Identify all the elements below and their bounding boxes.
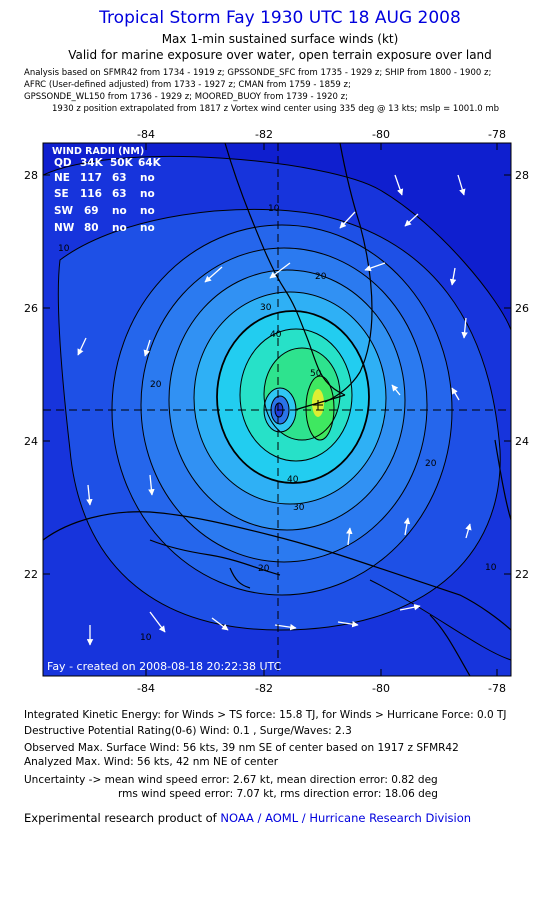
observed-max-wind: Observed Max. Surface Wind: 56 kts, 39 n… (24, 742, 459, 754)
source-line-1: Analysis based on SFMR42 from 1734 - 191… (24, 68, 492, 78)
product-org-link[interactable]: NOAA / AOML / Hurricane Research Divisio… (220, 811, 472, 825)
contour-label: 20 (425, 459, 437, 469)
lat-tick-label: 24 (24, 435, 38, 448)
contour-label: 20 (315, 272, 327, 282)
subtitle-units: Max 1-min sustained surface winds (kt) (161, 32, 399, 46)
contour-label: 50 (310, 369, 322, 379)
analyzed-max-wind: Analyzed Max. Wind: 56 kts, 42 nm NE of … (24, 756, 279, 768)
radii-row-se-64k: no (140, 188, 155, 200)
radii-row-ne-64k: no (140, 172, 155, 184)
contour-label: 10 (485, 563, 497, 573)
radii-row-ne-quadrant: NE (54, 172, 70, 184)
radii-header-34k: 34K (80, 157, 104, 169)
dpr-line: Destructive Potential Rating(0-6) Wind: … (24, 725, 352, 737)
radii-row-sw-64k: no (140, 205, 155, 217)
axis-ticks (43, 143, 511, 676)
source-line-2: AFRC (User-defined adjusted) from 1733 -… (24, 80, 351, 90)
radii-row-se-quadrant: SE (54, 188, 69, 200)
lat-tick-label: 28 (515, 169, 529, 182)
radii-row-ne-34k: 117 (80, 172, 102, 184)
uncertainty-mean: Uncertainty -> mean wind speed error: 2.… (24, 774, 438, 786)
radii-row-nw-34k: 80 (84, 222, 99, 234)
contour-label: 20 (258, 564, 270, 574)
lon-tick-label: -84 (137, 128, 155, 141)
radii-row-nw-64k: no (140, 222, 155, 234)
lat-labels-left: 28 26 24 22 (24, 169, 38, 581)
map-credit: Fay - created on 2008-08-18 20:22:38 UTC (47, 660, 282, 673)
page-title: Tropical Storm Fay 1930 UTC 18 AUG 2008 (99, 8, 461, 28)
lat-labels-right: 28 26 24 22 (515, 169, 529, 581)
lon-labels-top: -84 -82 -80 -78 (137, 128, 506, 141)
product-prefix: Experimental research product of (24, 811, 221, 825)
product-credit: Experimental research product of NOAA / … (24, 811, 471, 825)
radii-row-se-34k: 116 (80, 188, 102, 200)
contour-label-group: 10 10 20 20 20 20 30 30 40 40 50 10 10 (58, 204, 497, 643)
lon-tick-label: -82 (255, 128, 273, 141)
radii-row-sw-50k: no (112, 205, 127, 217)
radii-header-qd: QD (54, 157, 72, 169)
lon-tick-label: -78 (488, 128, 506, 141)
radii-row-nw-50k: no (112, 222, 127, 234)
max-wind-marker (313, 400, 323, 410)
lat-tick-label: 22 (515, 568, 529, 581)
radii-row-sw-34k: 69 (84, 205, 99, 217)
radii-row-sw-quadrant: SW (54, 205, 74, 217)
wind-radii-title: WIND RADII (NM) (52, 146, 144, 157)
lat-tick-label: 22 (24, 568, 38, 581)
map-frame (42, 142, 512, 677)
contour-label: 40 (287, 475, 299, 485)
source-line-4: 1930 z position extrapolated from 1817 z… (52, 104, 500, 114)
contour-label: 10 (268, 204, 280, 214)
contour-label: 10 (140, 633, 152, 643)
lat-tick-label: 28 (24, 169, 38, 182)
contour-label: 40 (270, 330, 282, 340)
lat-tick-label: 26 (24, 302, 38, 315)
lon-labels-bottom: -84 -82 -80 -78 (137, 682, 506, 695)
lon-tick-label: -80 (372, 128, 390, 141)
radii-row-ne-50k: 63 (112, 172, 127, 184)
contour-label: 10 (58, 244, 70, 254)
lon-tick-label: -78 (488, 682, 506, 695)
coastlines (43, 143, 511, 676)
lon-tick-label: -82 (255, 682, 273, 695)
contour-label: 30 (260, 303, 272, 313)
ike-line: Integrated Kinetic Energy: for Winds > T… (24, 709, 507, 721)
radii-header-64k: 64K (138, 157, 162, 169)
subtitle-exposure: Valid for marine exposure over water, op… (68, 48, 492, 62)
radii-row-se-50k: 63 (112, 188, 127, 200)
lat-tick-label: 26 (515, 302, 529, 315)
contour-label: 30 (293, 503, 305, 513)
source-line-3: GPSSONDE_WL150 from 1736 - 1929 z; MOORE… (24, 92, 348, 102)
center-crosshair (43, 143, 511, 676)
radii-header-50k: 50K (110, 157, 134, 169)
contour-label: 20 (150, 380, 162, 390)
radii-row-nw-quadrant: NW (54, 222, 75, 234)
uncertainty-rms: rms wind speed error: 7.07 kt, rms direc… (118, 788, 438, 800)
wind-radii-table: WIND RADII (NM) QD 34K 50K 64K NE 117 63… (52, 146, 162, 234)
wind-vectors (77, 174, 537, 646)
lon-tick-label: -80 (372, 682, 390, 695)
lat-tick-label: 24 (515, 435, 529, 448)
lon-tick-label: -84 (137, 682, 155, 695)
